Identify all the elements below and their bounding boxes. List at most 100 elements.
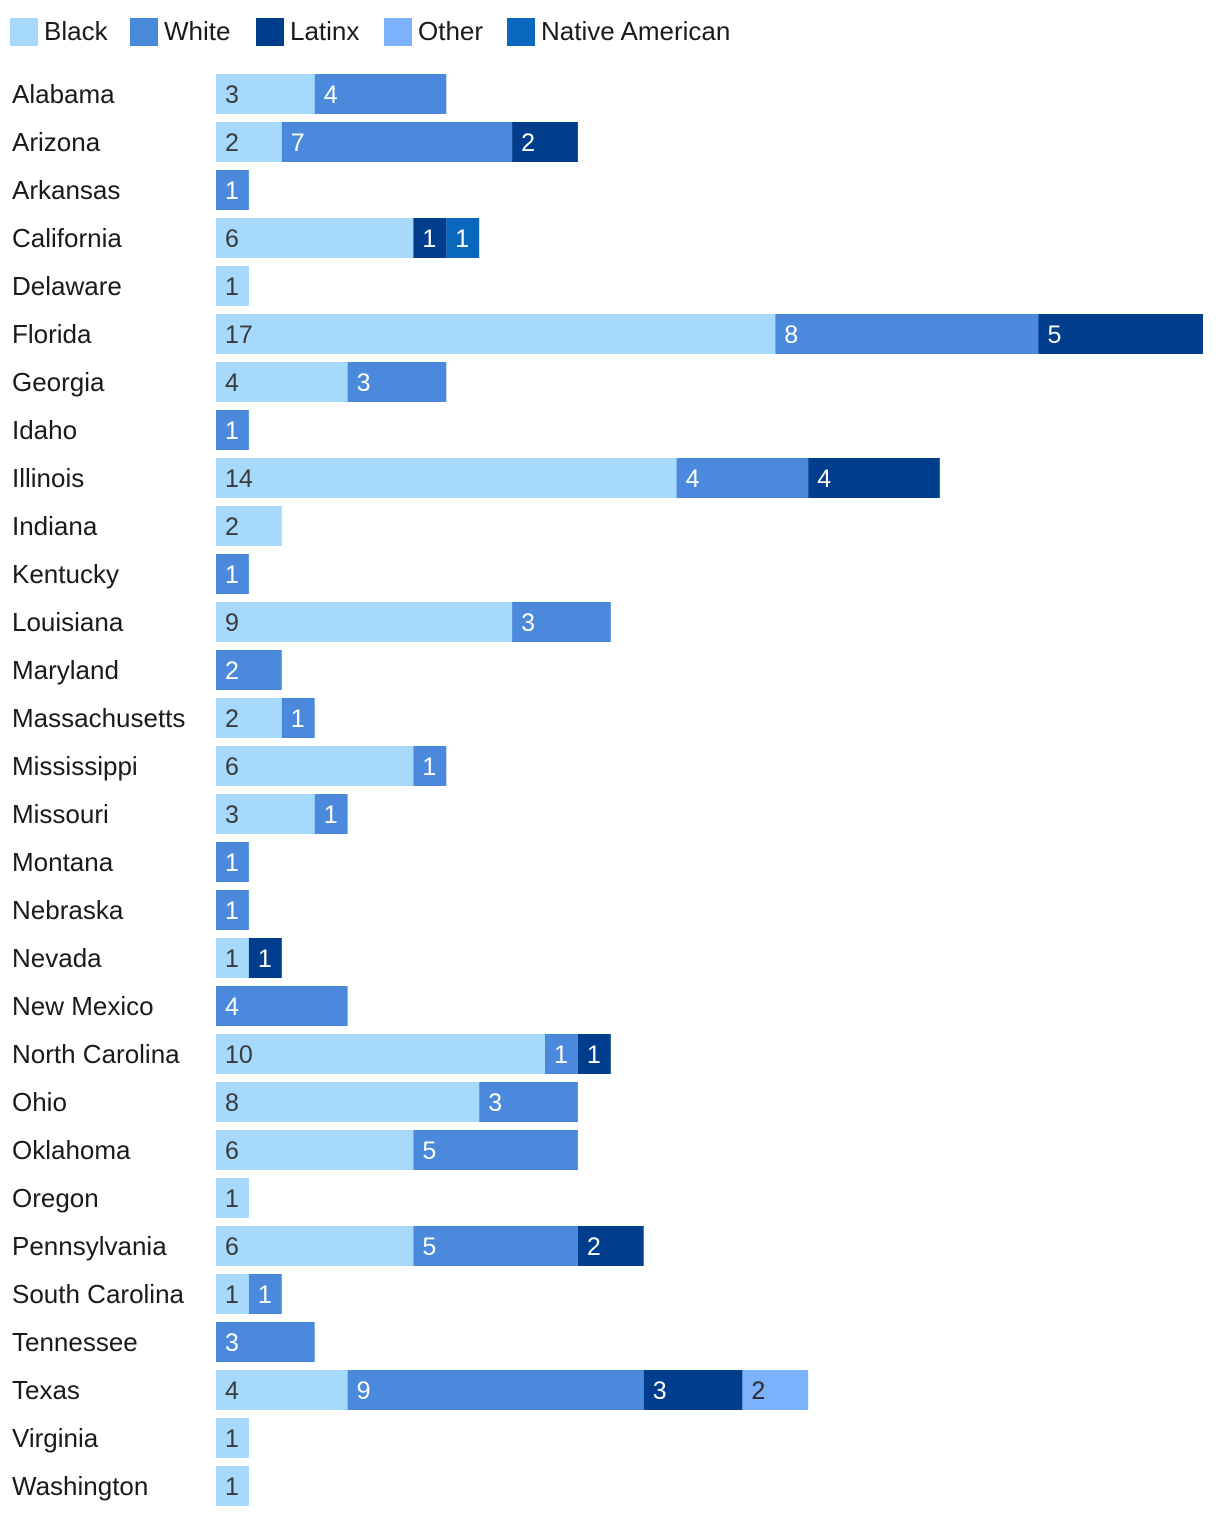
bar-segment-oregon-black xyxy=(216,1178,249,1218)
category-label-kentucky: Kentucky xyxy=(12,559,119,589)
data-label-tennessee-white: 3 xyxy=(225,1329,239,1357)
bar-segment-south-carolina-white xyxy=(248,1274,282,1314)
legend-label-native-american: Native American xyxy=(541,16,730,46)
category-label-oklahoma: Oklahoma xyxy=(12,1135,131,1165)
data-label-illinois-latinx: 4 xyxy=(817,465,831,493)
data-label-arizona-black: 2 xyxy=(225,129,239,157)
bar-segment-maryland-white xyxy=(216,650,282,690)
data-label-illinois-black: 14 xyxy=(225,465,253,493)
data-label-nevada-latinx: 1 xyxy=(258,945,272,973)
data-label-oklahoma-black: 6 xyxy=(225,1137,239,1165)
bar-segment-arkansas-white xyxy=(216,170,249,210)
bar-segment-tennessee-white xyxy=(216,1322,315,1362)
data-label-mississippi-white: 1 xyxy=(422,753,436,781)
legend-label-latinx: Latinx xyxy=(290,16,359,46)
data-label-delaware-black: 1 xyxy=(225,273,239,301)
legend-swatch-native-american xyxy=(507,18,535,46)
bar-segment-north-carolina-latinx xyxy=(577,1034,611,1074)
bar-row-pennsylvania: 6 5 2 xyxy=(216,1226,644,1266)
bar-segment-nevada-black xyxy=(216,938,249,978)
category-label-arkansas: Arkansas xyxy=(12,175,120,205)
data-label-new-mexico-white: 4 xyxy=(225,993,239,1021)
bar-row-kentucky: 1 xyxy=(216,554,249,594)
bar-segment-nevada-latinx xyxy=(248,938,282,978)
legend-label-white: White xyxy=(164,16,230,46)
bar-row-washington: 1 xyxy=(216,1466,249,1506)
category-label-florida: Florida xyxy=(12,319,92,349)
data-label-missouri-white: 1 xyxy=(324,801,338,829)
category-label-california: California xyxy=(12,223,122,253)
bar-segment-california-latinx xyxy=(413,218,447,258)
bar-segment-missouri-white xyxy=(314,794,348,834)
data-label-alabama-white: 4 xyxy=(324,81,338,109)
data-label-pennsylvania-latinx: 2 xyxy=(587,1233,601,1261)
data-label-oregon-black: 1 xyxy=(225,1185,239,1213)
category-label-tennessee: Tennessee xyxy=(12,1327,138,1357)
bar-segment-illinois-latinx xyxy=(808,458,940,498)
bar-segment-oklahoma-black xyxy=(216,1130,414,1170)
bar-segment-massachusetts-black xyxy=(216,698,282,738)
bar-segment-north-carolina-white xyxy=(545,1034,578,1074)
data-label-mississippi-black: 6 xyxy=(225,753,239,781)
bar-segment-louisiana-black xyxy=(216,602,513,642)
bar-row-virginia: 1 xyxy=(216,1418,249,1458)
legend-swatch-black xyxy=(10,18,38,46)
bar-segment-california-black xyxy=(216,218,414,258)
category-label-pennsylvania: Pennsylvania xyxy=(12,1231,167,1261)
bar-row-illinois: 14 4 4 xyxy=(216,458,940,498)
data-label-louisiana-white: 3 xyxy=(521,609,535,637)
data-label-pennsylvania-black: 6 xyxy=(225,1233,239,1261)
data-label-missouri-black: 3 xyxy=(225,801,239,829)
legend-label-other: Other xyxy=(418,16,483,46)
data-label-maryland-white: 2 xyxy=(225,657,239,685)
bar-row-oregon: 1 xyxy=(216,1178,249,1218)
data-label-montana-white: 1 xyxy=(225,849,239,877)
bar-segment-montana-white xyxy=(216,842,249,882)
category-label-louisiana: Louisiana xyxy=(12,607,124,637)
bar-segment-idaho-white xyxy=(216,410,249,450)
bar-segment-mississippi-white xyxy=(413,746,447,786)
data-label-california-native-american: 1 xyxy=(455,225,469,253)
category-label-idaho: Idaho xyxy=(12,415,77,445)
bar-segment-california-native-american xyxy=(446,218,480,258)
bar-segment-florida-white xyxy=(775,314,1039,354)
bar-segment-pennsylvania-black xyxy=(216,1226,414,1266)
data-label-illinois-white: 4 xyxy=(686,465,700,493)
data-label-ohio-white: 3 xyxy=(488,1089,502,1117)
category-label-maryland: Maryland xyxy=(12,655,119,685)
data-label-north-carolina-white: 1 xyxy=(554,1041,568,1069)
data-label-washington-black: 1 xyxy=(225,1473,239,1501)
bar-row-idaho: 1 xyxy=(216,410,249,450)
category-label-washington: Washington xyxy=(12,1471,148,1501)
data-label-louisiana-black: 9 xyxy=(225,609,239,637)
category-label-virginia: Virginia xyxy=(12,1423,99,1453)
bar-row-maryland: 2 xyxy=(216,650,282,690)
bar-segment-alabama-black xyxy=(216,74,315,114)
data-label-florida-white: 8 xyxy=(784,321,798,349)
bar-segment-florida-latinx xyxy=(1038,314,1203,354)
data-label-nevada-black: 1 xyxy=(225,945,239,973)
category-label-nebraska: Nebraska xyxy=(12,895,124,925)
data-label-georgia-black: 4 xyxy=(225,369,239,397)
data-label-georgia-white: 3 xyxy=(357,369,371,397)
bar-segment-alabama-white xyxy=(314,74,447,114)
category-labels: Alabama Arizona Arkansas California Delaware… xyxy=(12,79,185,1501)
bar-segment-louisiana-white xyxy=(512,602,611,642)
data-label-florida-black: 17 xyxy=(225,321,253,349)
bar-segment-illinois-black xyxy=(216,458,677,498)
data-label-texas-latinx: 3 xyxy=(653,1377,667,1405)
data-label-oklahoma-white: 5 xyxy=(422,1137,436,1165)
category-label-arizona: Arizona xyxy=(12,127,101,157)
bar-segment-washington-black xyxy=(216,1466,249,1506)
bar-segment-ohio-white xyxy=(479,1082,578,1122)
bar-segment-south-carolina-black xyxy=(216,1274,249,1314)
bar-segment-massachusetts-white xyxy=(281,698,315,738)
data-label-north-carolina-black: 10 xyxy=(225,1041,253,1069)
data-label-texas-other: 2 xyxy=(751,1377,765,1405)
bar-segment-delaware-black xyxy=(216,266,249,306)
